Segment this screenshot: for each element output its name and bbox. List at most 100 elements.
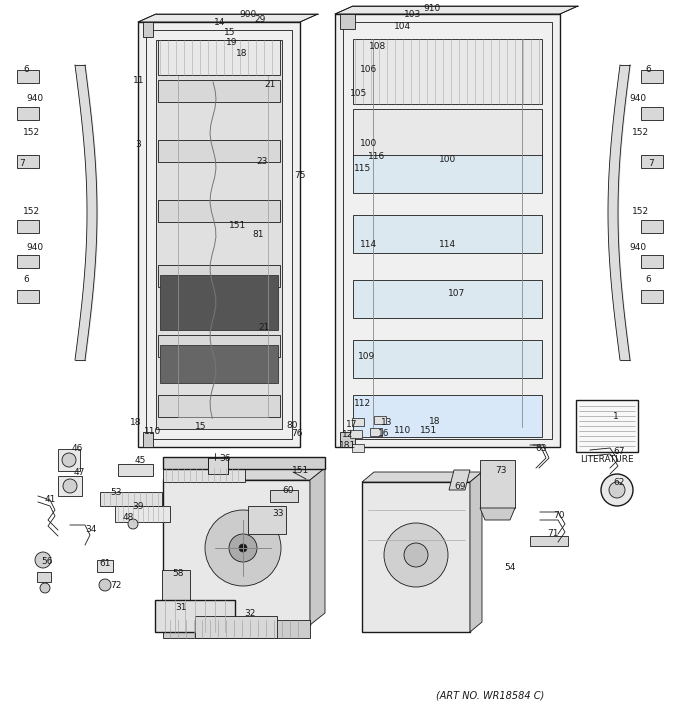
- Bar: [480, 460, 515, 508]
- Text: 15: 15: [224, 28, 236, 36]
- Polygon shape: [470, 472, 482, 632]
- Text: 18: 18: [236, 49, 248, 57]
- Bar: [163, 468, 245, 482]
- Bar: [17, 70, 39, 83]
- Bar: [156, 40, 282, 429]
- Text: 72: 72: [110, 581, 122, 590]
- Text: 152: 152: [23, 207, 41, 215]
- Text: 181: 181: [339, 441, 356, 450]
- Text: 71: 71: [547, 529, 559, 537]
- Text: 48: 48: [122, 513, 134, 523]
- Bar: [353, 109, 542, 159]
- Bar: [17, 155, 39, 168]
- Bar: [17, 220, 39, 233]
- Text: 31: 31: [175, 602, 187, 611]
- Text: 18: 18: [131, 418, 141, 426]
- Bar: [350, 430, 362, 438]
- Text: 60: 60: [282, 486, 294, 494]
- Text: 34: 34: [85, 524, 97, 534]
- Bar: [353, 280, 542, 318]
- Circle shape: [384, 523, 448, 587]
- Bar: [352, 418, 364, 426]
- Text: 151: 151: [229, 220, 247, 230]
- Bar: [160, 275, 278, 330]
- Bar: [374, 416, 386, 424]
- Text: 81: 81: [252, 230, 264, 239]
- Text: 53: 53: [110, 487, 122, 497]
- Bar: [641, 107, 663, 120]
- Text: 7: 7: [19, 159, 25, 167]
- Polygon shape: [163, 480, 310, 625]
- Text: 3: 3: [135, 139, 141, 149]
- Bar: [343, 22, 552, 439]
- Text: 29: 29: [254, 14, 266, 23]
- Bar: [362, 482, 470, 632]
- Bar: [163, 620, 310, 638]
- Text: 107: 107: [448, 289, 466, 297]
- Text: 104: 104: [394, 22, 411, 30]
- Text: 21: 21: [258, 323, 270, 331]
- Text: 940: 940: [27, 242, 44, 252]
- Text: 75: 75: [294, 170, 306, 180]
- Text: LITERATURE: LITERATURE: [580, 455, 634, 464]
- Bar: [370, 428, 382, 436]
- Text: 80: 80: [286, 420, 298, 429]
- Polygon shape: [362, 472, 482, 482]
- Circle shape: [63, 479, 77, 493]
- Bar: [100, 492, 162, 506]
- Bar: [155, 600, 235, 632]
- Bar: [248, 506, 286, 534]
- Text: 23: 23: [256, 157, 268, 165]
- Text: 12: 12: [342, 429, 354, 439]
- Text: 63: 63: [535, 444, 547, 452]
- Bar: [162, 570, 190, 600]
- Text: 6: 6: [645, 65, 651, 73]
- Text: 116: 116: [369, 152, 386, 160]
- Bar: [17, 290, 39, 303]
- Text: 14: 14: [214, 17, 226, 27]
- Bar: [641, 255, 663, 268]
- Circle shape: [239, 544, 247, 552]
- Text: 106: 106: [360, 65, 377, 73]
- Text: 6: 6: [23, 275, 29, 283]
- Text: 114: 114: [360, 239, 377, 249]
- Bar: [160, 345, 278, 383]
- Text: (ART NO. WR18584 C): (ART NO. WR18584 C): [436, 690, 544, 700]
- Bar: [208, 458, 228, 474]
- Bar: [270, 490, 298, 502]
- Text: 115: 115: [354, 164, 372, 173]
- Text: 151: 151: [292, 465, 309, 474]
- Text: 33: 33: [272, 510, 284, 518]
- Bar: [340, 432, 355, 447]
- Text: 15: 15: [195, 421, 207, 431]
- Bar: [641, 70, 663, 83]
- Text: 105: 105: [350, 88, 368, 97]
- Bar: [353, 39, 542, 104]
- Text: 152: 152: [632, 207, 649, 215]
- Polygon shape: [480, 508, 515, 520]
- Bar: [530, 536, 568, 546]
- Text: 900: 900: [239, 9, 256, 19]
- Circle shape: [609, 482, 625, 498]
- Text: 41: 41: [44, 494, 56, 503]
- Text: 61: 61: [99, 558, 111, 568]
- Bar: [353, 395, 542, 437]
- Text: 151: 151: [420, 426, 438, 434]
- Bar: [115, 506, 170, 522]
- Text: 56: 56: [41, 557, 53, 566]
- Text: 45: 45: [135, 455, 146, 465]
- Circle shape: [229, 534, 257, 562]
- Text: 36: 36: [219, 454, 231, 463]
- Text: 103: 103: [405, 9, 422, 19]
- Text: 11: 11: [133, 75, 145, 85]
- Text: 110: 110: [144, 426, 162, 436]
- Text: 17: 17: [346, 420, 358, 428]
- Bar: [163, 457, 325, 469]
- Bar: [37, 572, 51, 582]
- Circle shape: [35, 552, 51, 568]
- Bar: [158, 40, 280, 75]
- Bar: [146, 30, 292, 439]
- Text: 6: 6: [645, 275, 651, 283]
- Text: 940: 940: [630, 94, 647, 102]
- Text: 69: 69: [454, 481, 466, 491]
